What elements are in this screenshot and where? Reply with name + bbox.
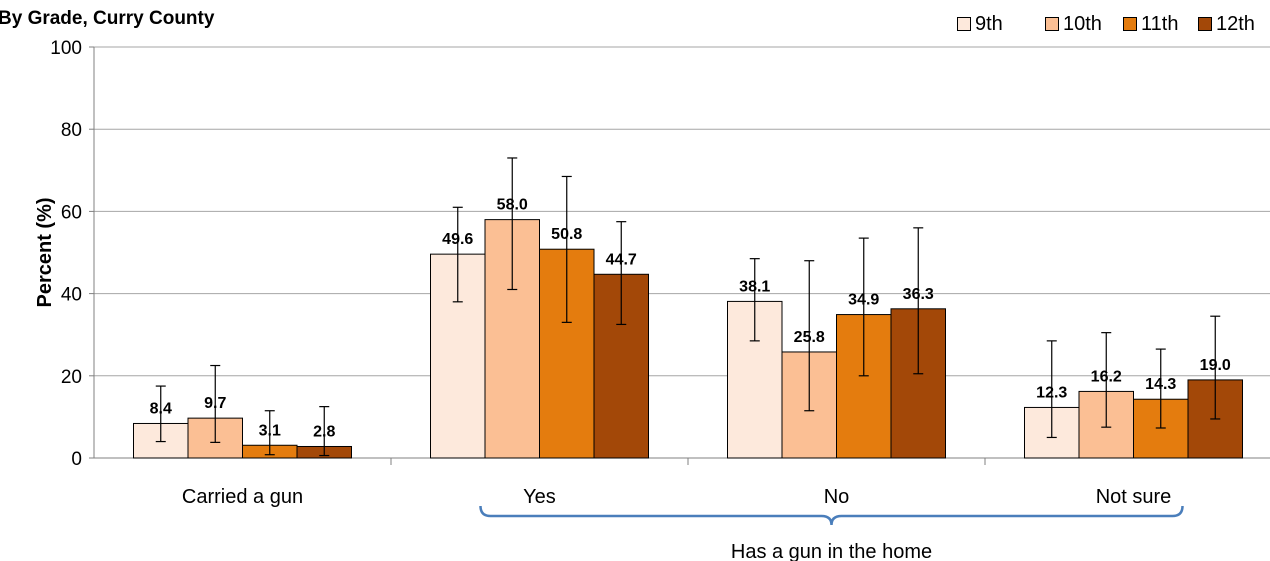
- x-category-label-2: No: [824, 486, 850, 508]
- x-category-label-0: Carried a gun: [182, 486, 303, 508]
- data-label-9th-3: 12.3: [1036, 384, 1067, 401]
- data-label-9th-0: 8.4: [150, 400, 172, 417]
- legend-item-10th: 10th: [1045, 12, 1102, 36]
- y-tick-label-100: 100: [50, 38, 82, 59]
- x-category-label-1: Yes: [523, 486, 556, 508]
- data-label-11th-0: 3.1: [259, 422, 281, 439]
- y-tick-label-60: 60: [61, 202, 82, 223]
- data-label-11th-2: 34.9: [848, 292, 879, 309]
- data-label-12th-2: 36.3: [903, 286, 934, 303]
- data-label-12th-0: 2.8: [313, 423, 335, 440]
- legend-swatch-9th: [957, 17, 971, 31]
- data-label-9th-1: 49.6: [442, 231, 473, 248]
- data-label-11th-1: 50.8: [551, 226, 582, 243]
- legend-label-12th: 12th: [1216, 12, 1255, 35]
- chart-legend: 9th 10th 11th 12th: [0, 0, 1270, 40]
- legend-swatch-10th: [1045, 17, 1059, 31]
- data-label-12th-1: 44.7: [606, 251, 637, 268]
- group-label: Has a gun in the home: [731, 541, 932, 561]
- y-axis-label: Percent (%): [34, 197, 56, 307]
- data-label-11th-3: 14.3: [1145, 376, 1176, 393]
- data-label-9th-2: 38.1: [739, 278, 770, 295]
- group-bracket: [479, 505, 1184, 526]
- y-tick-label-80: 80: [61, 120, 82, 141]
- y-tick-label-0: 0: [71, 449, 82, 470]
- legend-item-9th: 9th: [957, 12, 1003, 36]
- data-label-12th-3: 19.0: [1200, 357, 1231, 374]
- legend-item-11th: 11th: [1123, 12, 1178, 36]
- legend-label-11th: 11th: [1141, 12, 1179, 35]
- data-label-10th-1: 58.0: [497, 197, 528, 214]
- y-tick-label-20: 20: [61, 367, 82, 388]
- data-label-10th-0: 9.7: [204, 395, 226, 412]
- legend-item-12th: 12th: [1198, 12, 1255, 36]
- x-category-label-3: Not sure: [1096, 486, 1172, 508]
- legend-swatch-11th: [1123, 17, 1137, 31]
- data-label-10th-2: 25.8: [794, 329, 825, 346]
- legend-swatch-12th: [1198, 17, 1212, 31]
- y-tick-label-40: 40: [61, 285, 82, 306]
- legend-label-10th: 10th: [1063, 12, 1102, 35]
- chart-title: By Grade, Curry County: [0, 8, 215, 29]
- legend-label-9th: 9th: [975, 12, 1003, 35]
- data-label-10th-3: 16.2: [1091, 368, 1122, 385]
